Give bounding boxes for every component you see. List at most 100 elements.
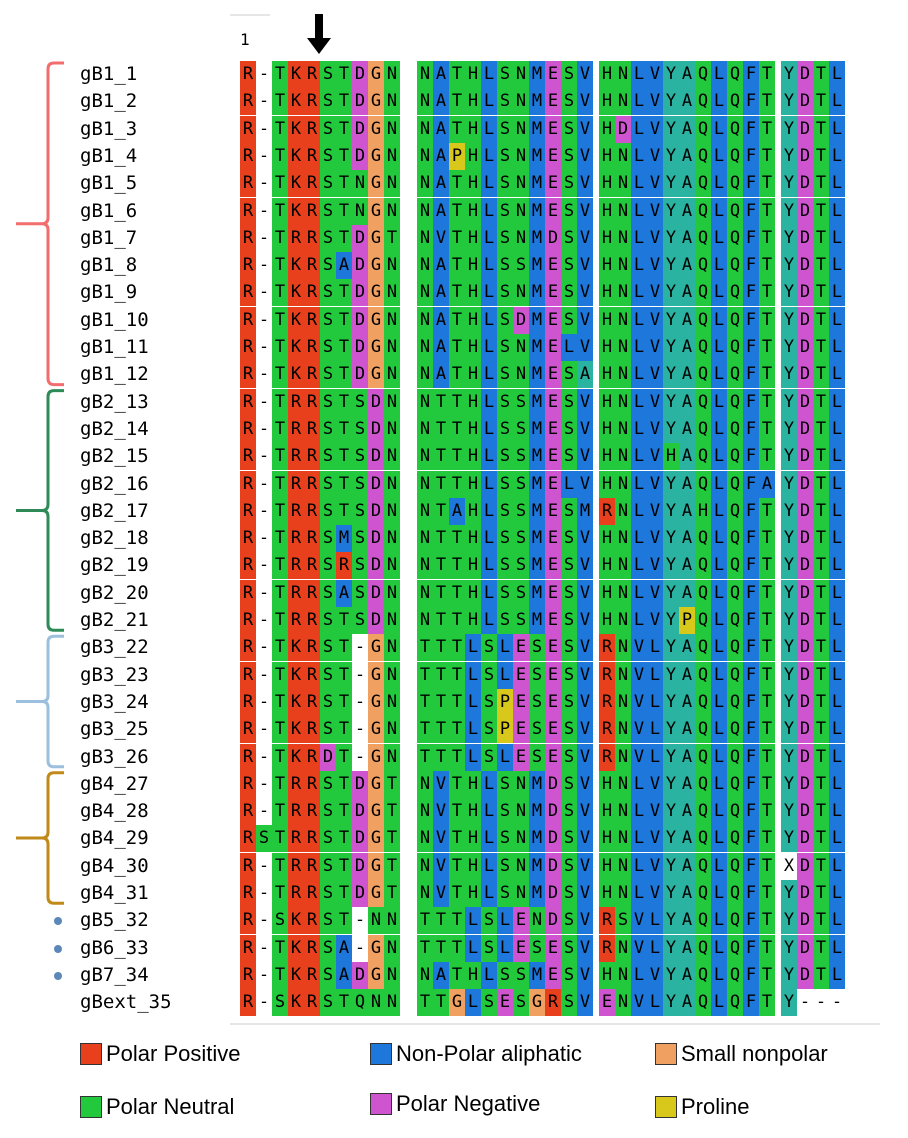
- residue-cell: S: [497, 552, 513, 580]
- residue-cell: H: [465, 388, 481, 416]
- residue-cell: Q: [727, 934, 743, 962]
- residue-cell: R: [240, 306, 256, 334]
- residue-cell: S: [561, 361, 577, 389]
- residue-cell: R: [240, 197, 256, 225]
- residue-cell: S: [497, 880, 513, 907]
- sequence-label: gB2_19: [80, 554, 149, 577]
- residue-cell: N: [384, 989, 400, 1017]
- sequence-label: gB3_25: [80, 718, 149, 741]
- residue-cell: S: [497, 470, 513, 498]
- residue-cell: S: [320, 934, 336, 962]
- residue-cell: T: [813, 279, 829, 307]
- residue-cell: L: [481, 607, 497, 634]
- residue-cell: N: [384, 579, 400, 607]
- residue-cell: N: [615, 470, 631, 498]
- residue-cell: D: [368, 607, 384, 634]
- residue-cell: T: [433, 552, 449, 580]
- residue-cell: Y: [663, 989, 679, 1017]
- residue-cell: V: [577, 142, 593, 170]
- residue-cell: L: [481, 798, 497, 826]
- residue-cell: G: [368, 880, 384, 907]
- residue-cell: N: [615, 61, 631, 88]
- residue-cell: M: [529, 825, 545, 853]
- residue-cell: K: [288, 907, 304, 935]
- residue-cell: L: [631, 798, 647, 826]
- residue-cell: T: [759, 279, 775, 307]
- residue-cell: S: [497, 579, 513, 607]
- residue-cell: A: [433, 170, 449, 198]
- residue-cell: -: [258, 992, 270, 1013]
- residue-cell: L: [631, 443, 647, 471]
- residue-cell: L: [497, 934, 513, 962]
- residue-cell: G: [368, 61, 384, 88]
- residue-cell: Q: [695, 770, 711, 798]
- residue-cell: T: [449, 388, 465, 416]
- residue-cell: Q: [695, 306, 711, 334]
- residue-cell: A: [679, 224, 695, 252]
- residue-cell: F: [743, 825, 759, 853]
- residue-cell: L: [631, 497, 647, 525]
- residue-cell: N: [384, 470, 400, 498]
- residue-cell: F: [743, 770, 759, 798]
- residue-cell: S: [561, 252, 577, 280]
- residue-cell: S: [561, 306, 577, 334]
- residue-cell: L: [711, 415, 727, 443]
- residue-cell: -: [258, 200, 270, 221]
- residue-cell: T: [449, 798, 465, 826]
- residue-cell: T: [336, 443, 352, 471]
- residue-cell: T: [417, 716, 433, 744]
- residue-cell: -: [354, 746, 366, 767]
- residue-cell: S: [561, 61, 577, 88]
- residue-cell: L: [711, 907, 727, 935]
- residue-cell: L: [465, 743, 481, 771]
- residue-cell: L: [711, 170, 727, 198]
- residue-cell: T: [759, 443, 775, 471]
- residue-cell: P: [497, 688, 513, 716]
- residue-cell: R: [240, 497, 256, 525]
- residue-cell: V: [433, 798, 449, 826]
- residue-cell: L: [711, 743, 727, 771]
- residue-cell: Y: [781, 252, 797, 280]
- residue-cell: Q: [727, 798, 743, 826]
- residue-cell: T: [272, 334, 288, 361]
- residue-cell: L: [829, 115, 845, 143]
- residue-cell: Y: [781, 798, 797, 826]
- residue-cell: F: [743, 907, 759, 935]
- residue-cell: N: [513, 825, 529, 853]
- residue-cell: S: [320, 61, 336, 88]
- residue-cell: V: [577, 252, 593, 280]
- residue-cell: S: [320, 224, 336, 252]
- residue-cell: S: [497, 224, 513, 252]
- residue-cell: N: [417, 61, 433, 88]
- residue-cell: M: [529, 552, 545, 580]
- residue-cell: F: [743, 334, 759, 361]
- residue-cell: H: [599, 197, 615, 225]
- residue-cell: Y: [781, 224, 797, 252]
- residue-cell: E: [545, 279, 561, 307]
- residue-cell: D: [797, 607, 813, 634]
- residue-cell: A: [679, 716, 695, 744]
- residue-cell: T: [449, 306, 465, 334]
- residue-cell: -: [258, 418, 270, 439]
- residue-cell: -: [258, 91, 270, 112]
- residue-cell: F: [743, 525, 759, 553]
- residue-cell: T: [433, 688, 449, 716]
- residue-cell: -: [258, 910, 270, 931]
- residue-cell: H: [599, 961, 615, 989]
- residue-cell: T: [813, 88, 829, 116]
- residue-cell: Y: [781, 688, 797, 716]
- residue-cell: L: [711, 197, 727, 225]
- residue-cell: R: [288, 224, 304, 252]
- residue-cell: T: [759, 607, 775, 634]
- residue-cell: F: [743, 115, 759, 143]
- residue-cell: R: [599, 634, 615, 662]
- residue-cell: L: [481, 170, 497, 198]
- residue-cell: S: [352, 579, 368, 607]
- residue-cell: T: [449, 170, 465, 198]
- residue-cell: L: [647, 934, 663, 962]
- residue-cell: S: [561, 197, 577, 225]
- residue-cell: R: [288, 443, 304, 471]
- residue-cell: L: [497, 661, 513, 689]
- legend-label: Non-Polar aliphatic: [396, 1041, 582, 1066]
- residue-cell: H: [465, 115, 481, 143]
